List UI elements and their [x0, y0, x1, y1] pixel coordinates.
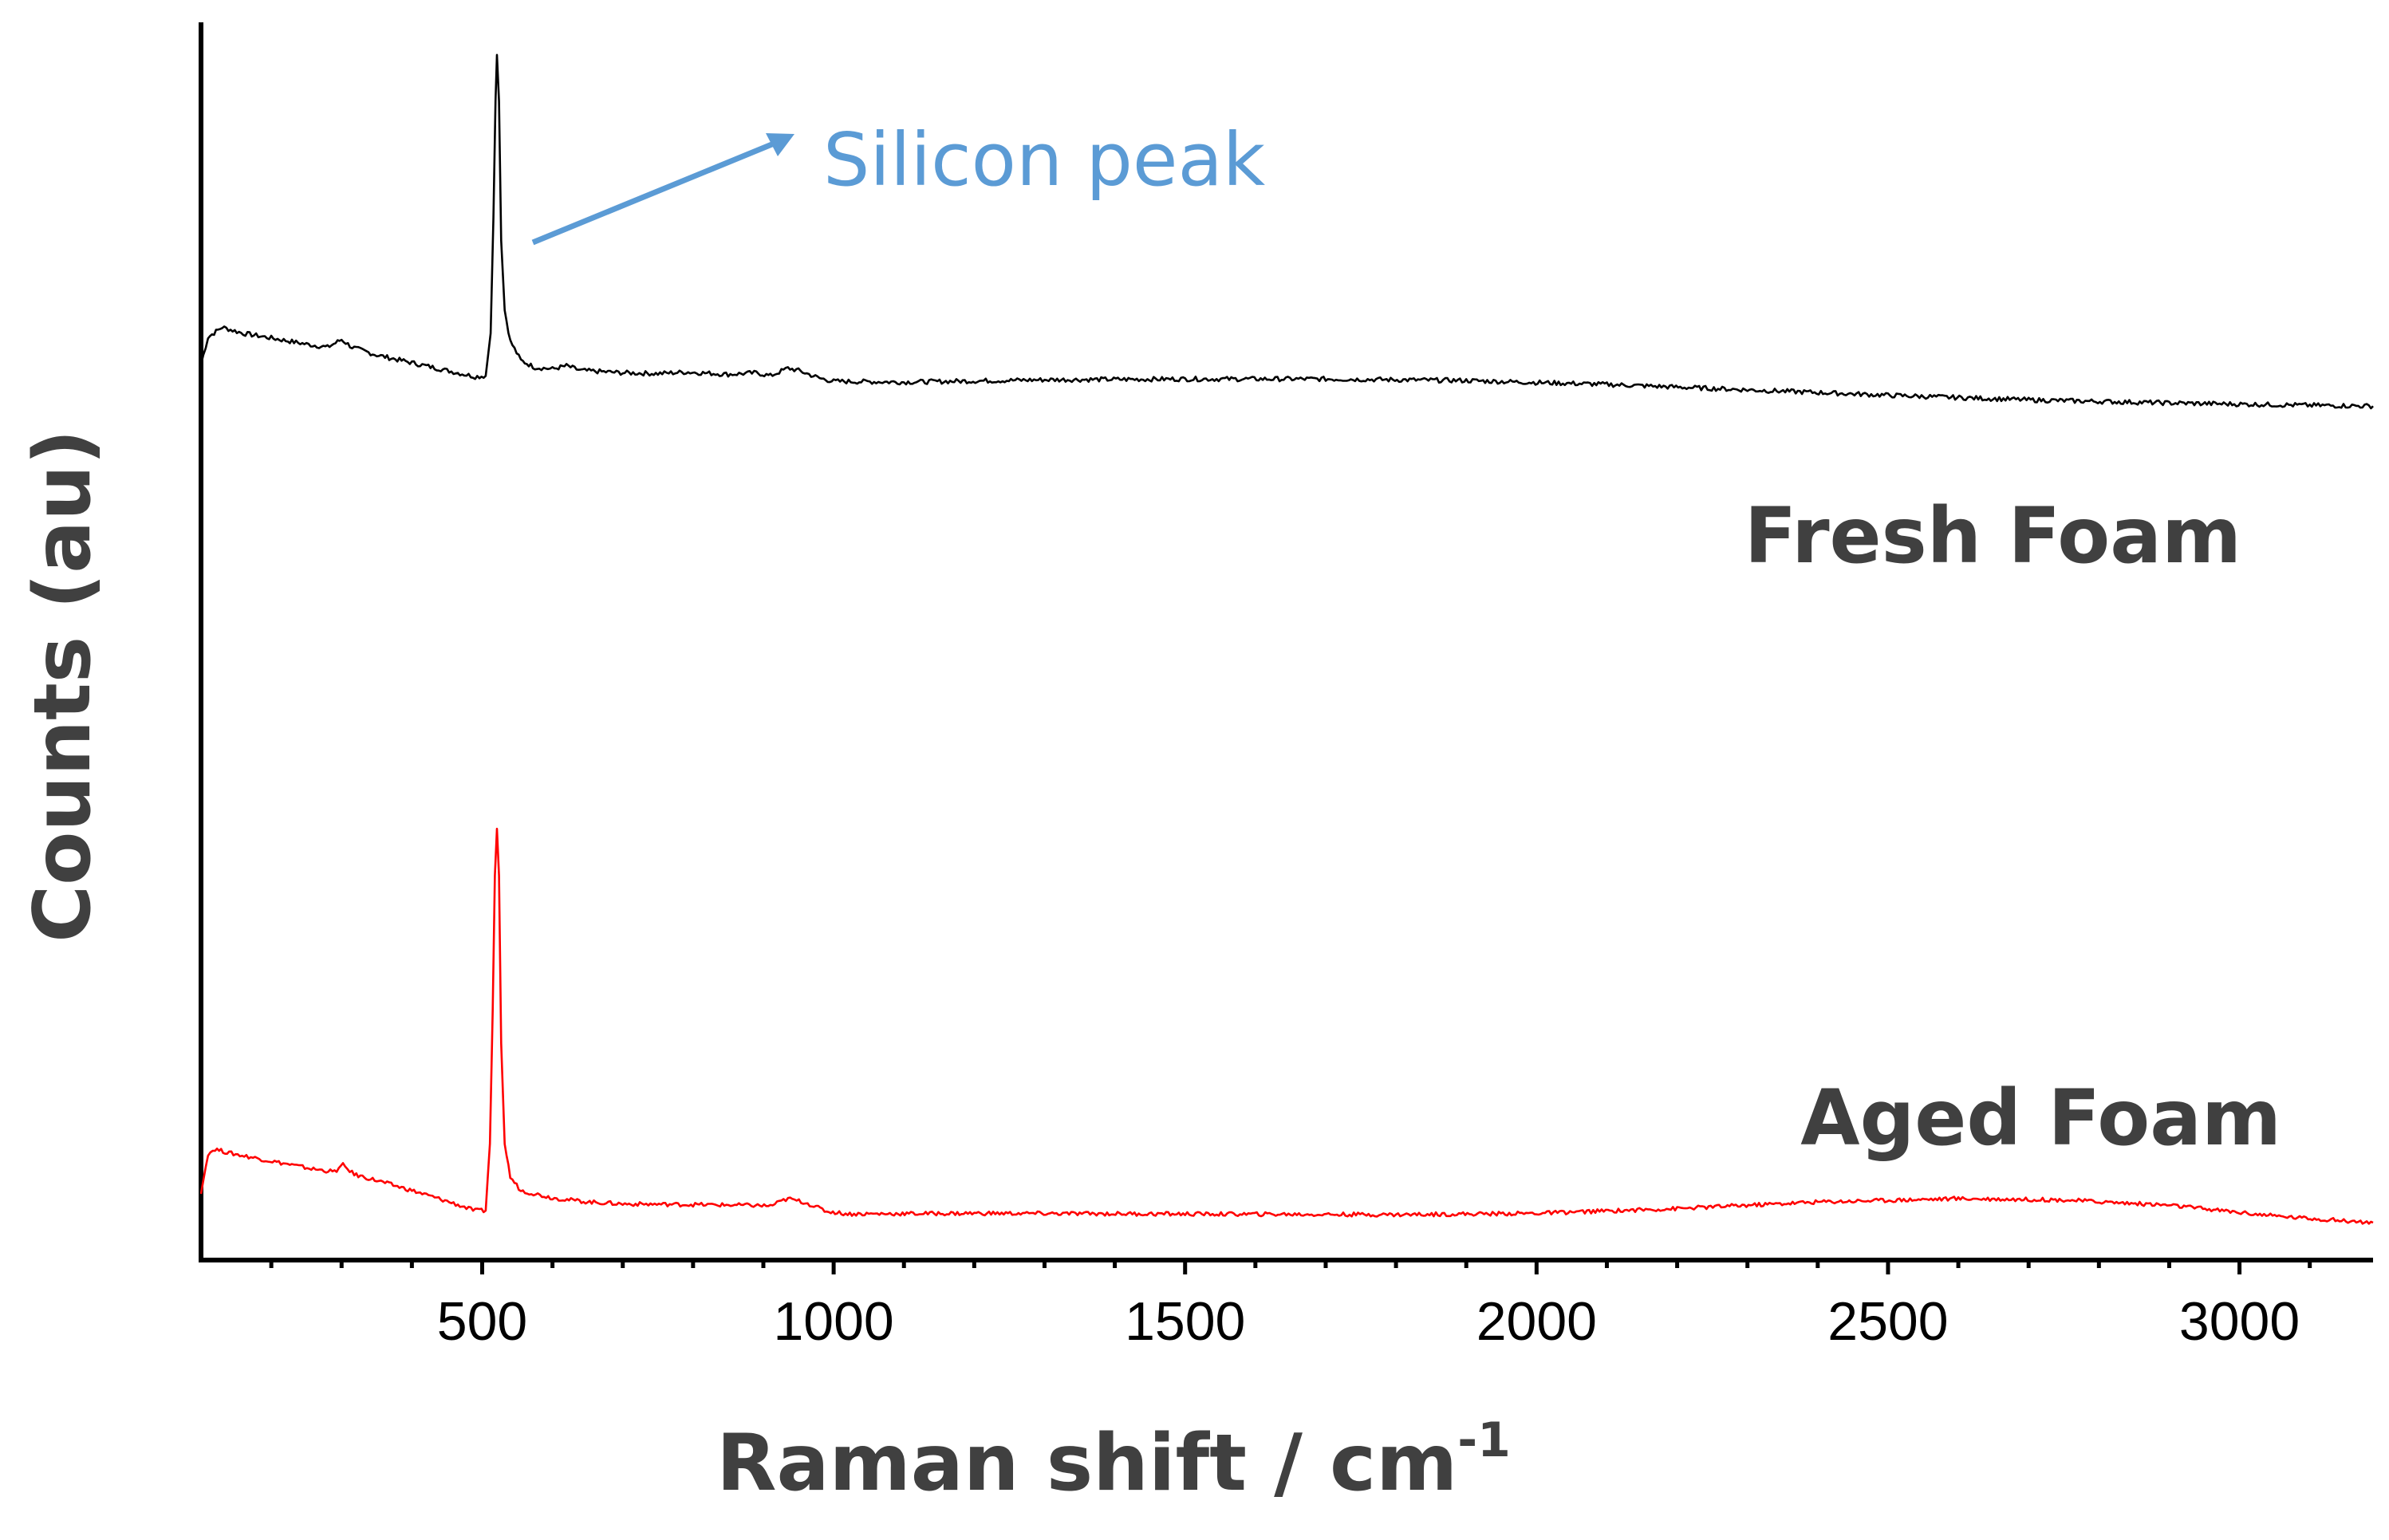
- annotation-arrow-head: [766, 133, 794, 156]
- y-axis-title: Counts (au): [18, 429, 108, 943]
- series-label-aged-foam: Aged Foam: [1800, 1073, 2281, 1163]
- x-axis-title-superscript: -1: [1457, 1412, 1511, 1468]
- series-group: [199, 53, 2374, 1225]
- silicon-peak-label: Silicon peak: [823, 117, 1266, 203]
- series-line-fresh-foam: [199, 53, 2374, 410]
- silicon-peak-annotation: Silicon peak: [531, 117, 1266, 246]
- series-labels: Fresh Foam Aged Foam: [1744, 491, 2281, 1163]
- x-axis-title-main: Raman shift / cm: [716, 1418, 1457, 1509]
- x-tick-label: 500: [437, 1291, 527, 1352]
- x-axis-ticks: [269, 1260, 2312, 1274]
- series-label-fresh-foam: Fresh Foam: [1744, 491, 2241, 581]
- x-tick-label: 1000: [773, 1291, 893, 1352]
- x-tick-label: 2500: [1827, 1291, 1948, 1352]
- x-tick-label: 3000: [2179, 1291, 2300, 1352]
- x-tick-label: 1500: [1125, 1291, 1245, 1352]
- series-line-aged-foam: [199, 827, 2374, 1225]
- x-tick-label: 2000: [1476, 1291, 1597, 1352]
- x-axis-title: Raman shift / cm-1: [716, 1412, 1511, 1509]
- annotation-arrow-shaft: [531, 139, 779, 246]
- x-axis-tick-labels: 500 1000 1500 2000 2500 3000: [437, 1291, 2300, 1352]
